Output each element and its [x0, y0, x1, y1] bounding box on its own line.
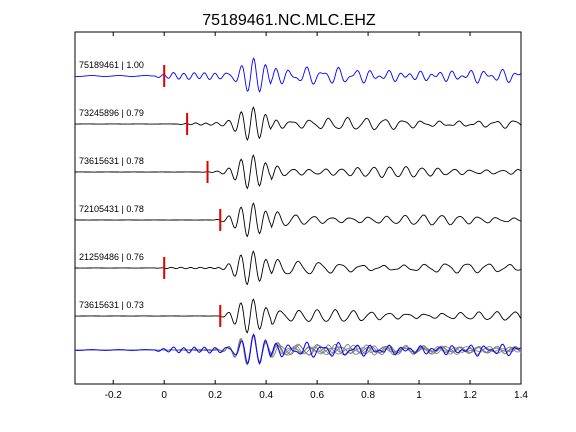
x-tick-label: -0.2	[105, 390, 123, 401]
x-axis: -0.2 0 0.2 0.4 0.6 0.8 1 1.2 1.4	[105, 32, 528, 401]
trace-4-line	[75, 202, 522, 238]
x-tick-label: 1	[416, 390, 422, 401]
chart-title: 75189461.NC.MLC.EHZ	[202, 12, 376, 29]
trace-5-label: 21259486 | 0.76	[79, 252, 144, 262]
trace-4-label: 72105431 | 0.78	[79, 204, 144, 214]
trace-2-line	[75, 106, 522, 141]
x-tick-label: 0.2	[208, 390, 222, 401]
plot-area-frame	[74, 31, 522, 385]
x-tick-label: 0.4	[259, 390, 273, 401]
trace-2-label: 73245896 | 0.79	[79, 108, 144, 118]
trace-6-line	[75, 298, 522, 334]
x-tick-label: 0	[161, 390, 167, 401]
x-tick-label: 1.4	[514, 390, 528, 401]
trace-1-label: 75189461 | 1.00	[79, 60, 144, 70]
trace-5-line	[75, 250, 522, 286]
stack-reference	[74, 333, 522, 365]
trace-6-label: 73615631 | 0.73	[79, 300, 144, 310]
stacked-waveforms	[74, 333, 522, 366]
trace-3-label: 73615631 | 0.78	[79, 156, 144, 166]
trace-label-group: 75189461 | 1.00 73245896 | 0.79 73615631 |…	[79, 60, 144, 310]
x-tick-label: 1.2	[463, 390, 477, 401]
trace-3-line	[75, 154, 522, 190]
x-tick-label: 0.8	[361, 390, 375, 401]
trace-1-line	[74, 57, 522, 93]
x-tick-label: 0.6	[310, 390, 324, 401]
pick-marker-group	[163, 65, 222, 327]
trace-group	[74, 57, 522, 334]
